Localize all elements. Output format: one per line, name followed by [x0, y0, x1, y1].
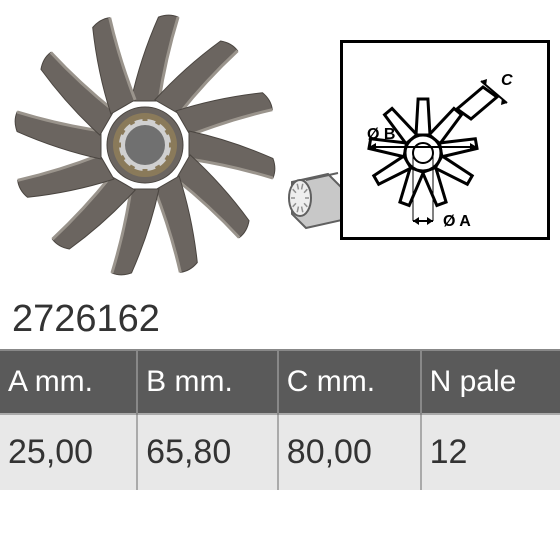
- table-header: A mm.: [0, 351, 137, 414]
- dimension-diagram: C Ø B Ø A: [340, 40, 550, 240]
- product-image-area: C Ø B Ø A: [0, 0, 560, 290]
- svg-text:Ø A: Ø A: [443, 213, 471, 230]
- part-number: 2726162: [0, 290, 560, 351]
- svg-text:C: C: [501, 72, 513, 89]
- svg-text:Ø B: Ø B: [367, 126, 395, 143]
- table-cell: 25,00: [0, 414, 137, 490]
- table-row: 25,0065,8080,0012: [0, 414, 560, 490]
- impeller-image: [10, 10, 280, 280]
- table-cell: 65,80: [137, 414, 278, 490]
- table-header: C mm.: [278, 351, 421, 414]
- table-cell: 12: [421, 414, 560, 490]
- spec-table: A mm.B mm.C mm.N pale 25,0065,8080,0012: [0, 351, 560, 490]
- table-header: N pale: [421, 351, 560, 414]
- table-header: B mm.: [137, 351, 278, 414]
- table-cell: 80,00: [278, 414, 421, 490]
